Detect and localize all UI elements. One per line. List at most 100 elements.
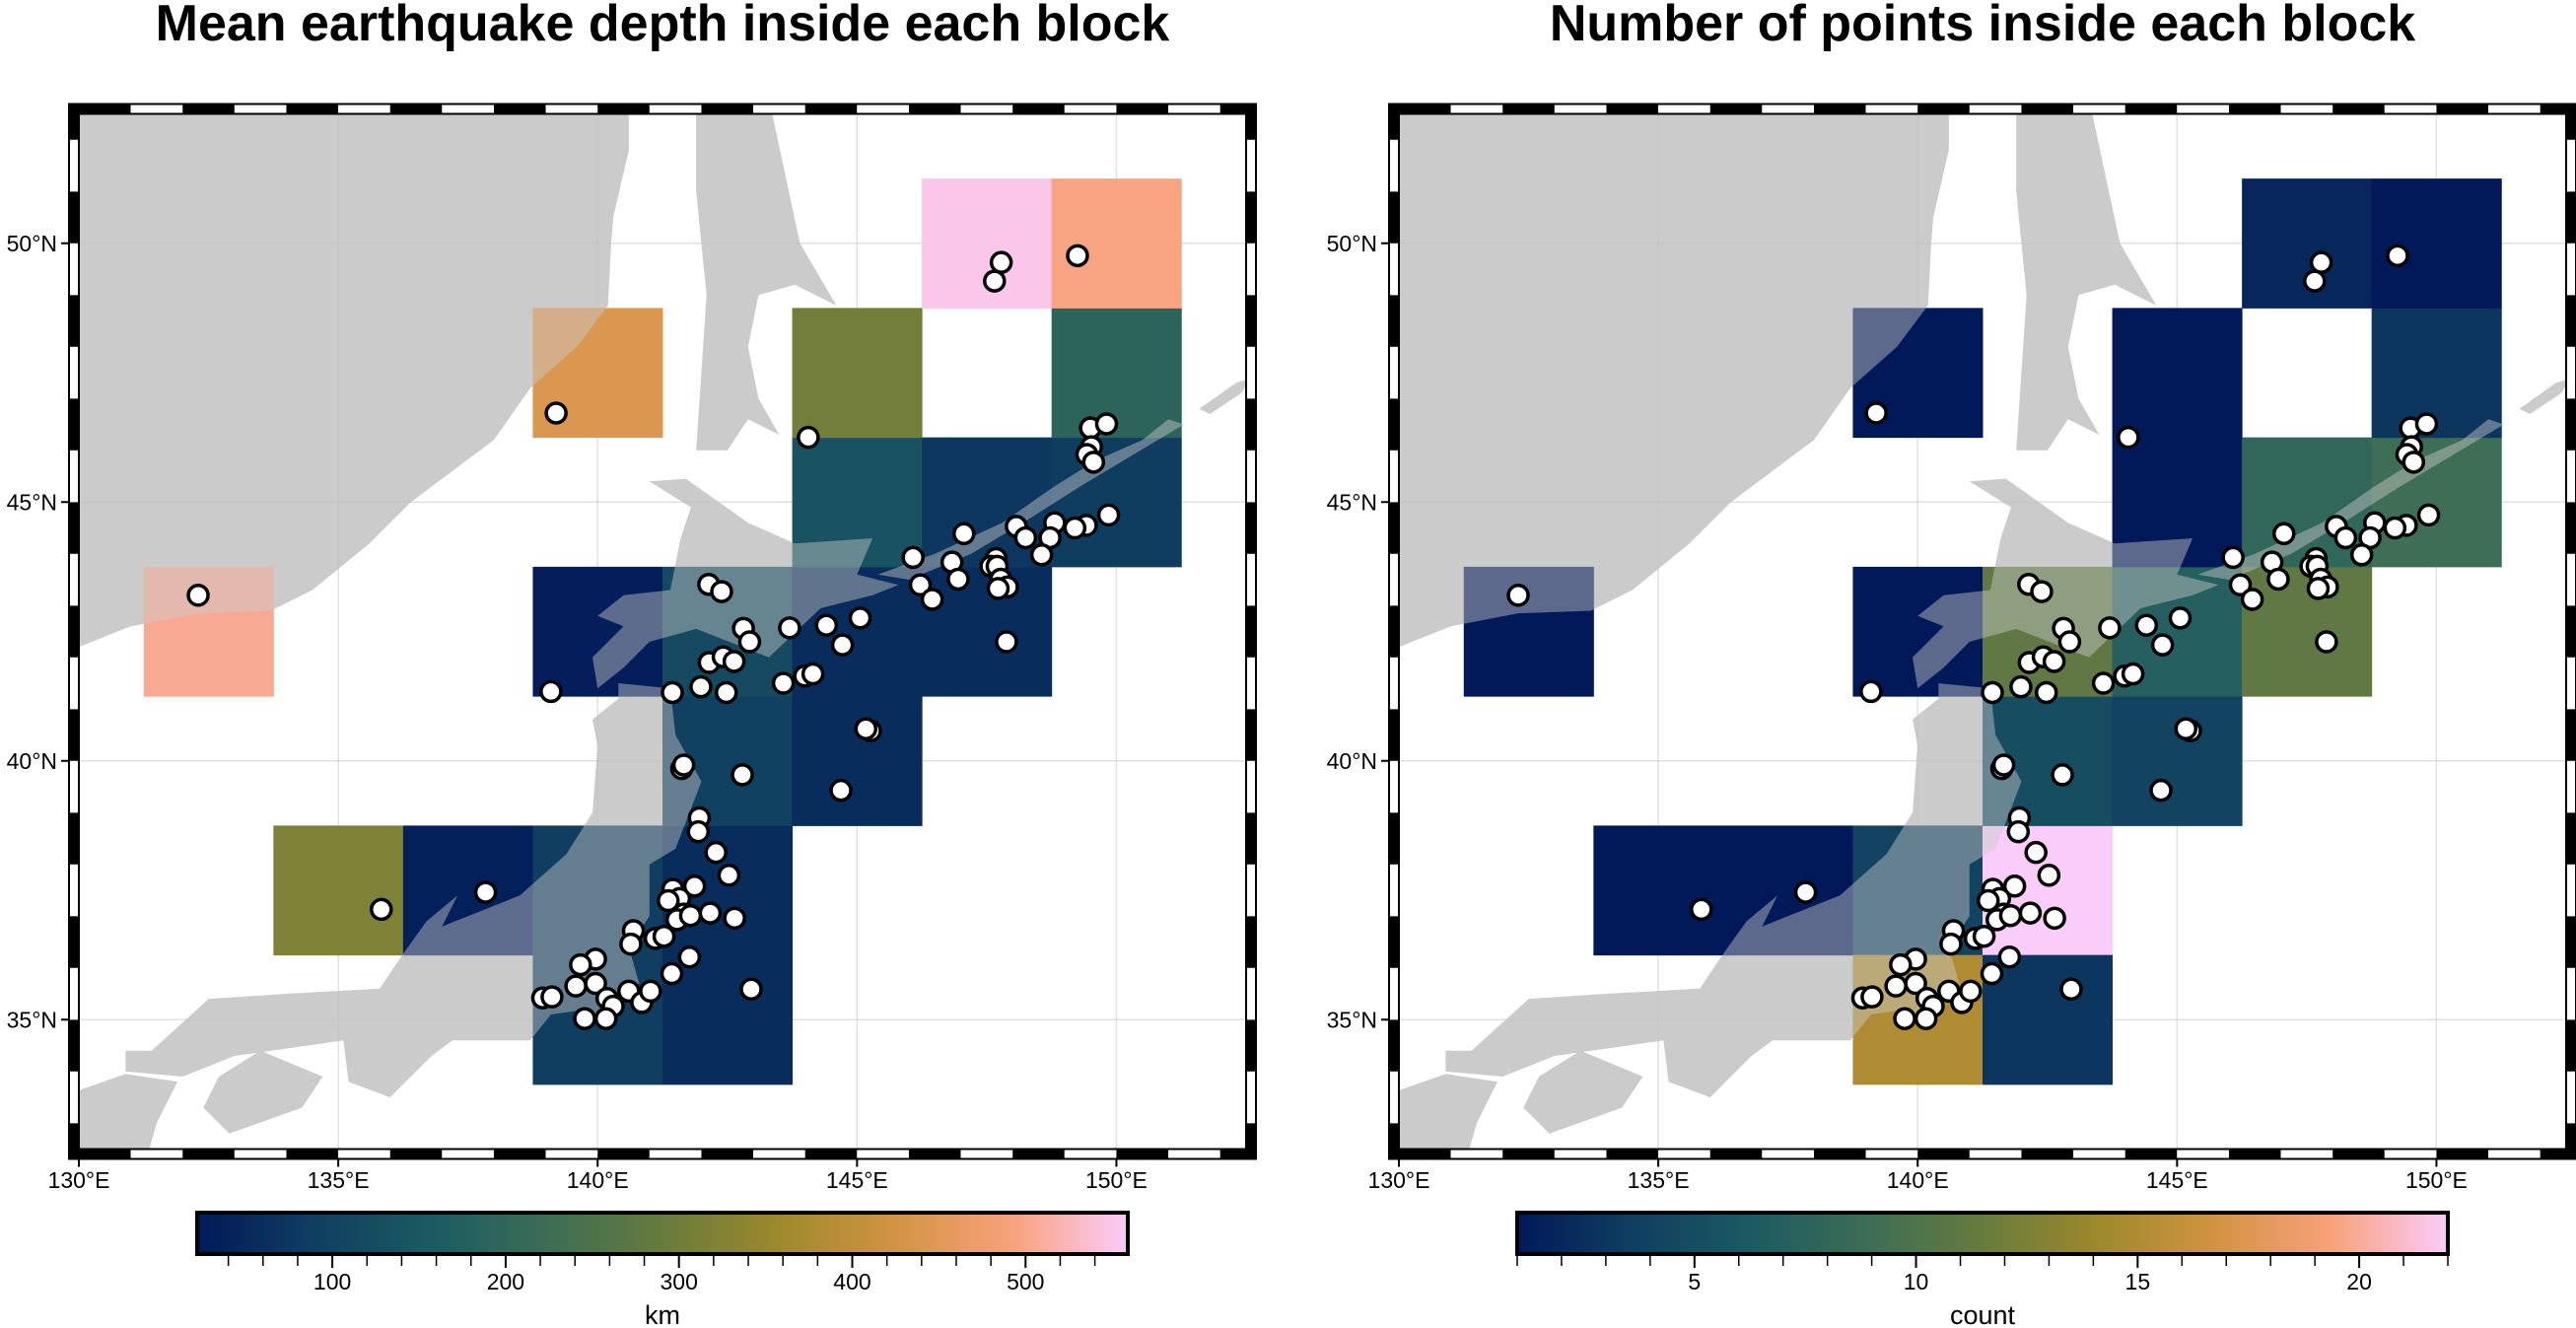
frame-segment-top	[649, 104, 702, 114]
frame-segment-bottom	[1865, 1149, 1918, 1159]
earthquake-point	[678, 903, 703, 928]
data-block	[792, 308, 923, 439]
frame-segment-right	[1246, 605, 1256, 658]
frame-segment-right	[1246, 1123, 1256, 1150]
earthquake-point	[593, 1007, 618, 1030]
earthquake-point	[1506, 584, 1530, 607]
frame-segment-right	[1246, 812, 1256, 865]
y-tick-label: 35°N	[1327, 1007, 1377, 1032]
frame-segment-top	[79, 104, 131, 114]
frame-segment-bottom	[1168, 1149, 1220, 1159]
land-mainland-overlay	[1399, 113, 1949, 648]
frame-segment-bottom	[2332, 1149, 2385, 1159]
earthquake-point	[1859, 679, 1883, 704]
earthquake-point	[569, 952, 592, 977]
frame-segment-left	[69, 553, 79, 606]
earthquake-point	[2333, 525, 2358, 550]
map-panel-mean-depth: 130°E 135°E 140°E 145°E 150°E 35°N 40°N 45°N 50°…	[7, 103, 1257, 1328]
y-tick-label: 40°N	[7, 748, 57, 774]
earthquake-point	[2228, 573, 2253, 596]
earthquake-point	[584, 971, 607, 996]
frame-segment-bottom	[1219, 1149, 1246, 1159]
earthquake-point	[652, 924, 676, 948]
frame-segment-right	[1246, 709, 1256, 761]
frame-segment-top	[2124, 104, 2178, 114]
earthquake-point	[2306, 577, 2331, 600]
earthquake-point	[778, 616, 801, 640]
frame-inner-line	[1398, 112, 2567, 1151]
x-tick-label: 135°E	[1628, 1167, 1690, 1193]
frame-segment-bottom	[1813, 1149, 1866, 1159]
earthquake-point	[848, 606, 872, 630]
land-north-kuril-island	[1199, 380, 1246, 414]
frame-segment-right	[2566, 191, 2576, 244]
land-sakhalin-overlay	[696, 113, 837, 451]
earthquake-point	[2149, 778, 2173, 803]
earthquake-point	[995, 630, 1018, 654]
earthquake-point	[1884, 974, 1908, 998]
data-block	[1051, 437, 1182, 568]
earthquake-point	[1063, 516, 1087, 540]
frame-segment-right	[2566, 502, 2576, 554]
data-block	[1051, 308, 1182, 439]
frame-segment-top	[545, 104, 598, 114]
earthquake-point	[2315, 630, 2338, 654]
frame-segment-left	[1389, 1019, 1399, 1072]
map-frame: 130°E 135°E 140°E 145°E 150°E 35°N 40°N 45°N 50°…	[1327, 103, 2576, 1193]
frame-segment-bottom	[1606, 1149, 1659, 1159]
earthquake-point	[2059, 977, 2083, 1002]
frame-segment-bottom	[1658, 1149, 1710, 1159]
y-tick-label: 35°N	[7, 1007, 57, 1032]
frame-segment-bottom	[701, 1149, 754, 1159]
frame-segment-top	[1709, 104, 1763, 114]
x-tick-label: 135°E	[308, 1167, 370, 1193]
frame-segment-left	[1389, 1123, 1399, 1150]
frame-corner	[1246, 104, 1256, 114]
data-block	[1852, 566, 1984, 697]
frame-segment-right	[2566, 605, 2576, 658]
frame-segment-bottom	[857, 1149, 909, 1159]
earthquake-point	[1997, 944, 2022, 969]
earthquake-point	[539, 679, 563, 704]
frame-segment-top	[1116, 104, 1169, 114]
earthquake-point	[473, 880, 498, 904]
frame-segment-left	[69, 398, 79, 451]
y-tick-label: 40°N	[1327, 748, 1377, 774]
frame-segment-right	[1246, 295, 1256, 347]
land-kyushu	[79, 1074, 177, 1150]
frame-segment-left	[1389, 113, 1399, 140]
frame-segment-right	[1246, 760, 1256, 813]
frame-segment-bottom	[1450, 1149, 1503, 1159]
frame-outer-line	[68, 103, 1257, 1160]
frame-segment-bottom	[338, 1149, 390, 1159]
frame-segment-bottom	[753, 1149, 805, 1159]
earthquake-point	[986, 577, 1010, 600]
frame-segment-bottom	[960, 1149, 1013, 1159]
earthquake-point	[2043, 906, 2066, 931]
earthquake-point	[540, 985, 564, 1009]
frame-segment-bottom	[2124, 1149, 2178, 1159]
frame-segment-bottom	[1502, 1149, 1555, 1159]
land-hokkaido-overlay	[1913, 478, 2219, 689]
frame-segment-right	[1246, 1071, 1256, 1124]
earthquake-point	[1690, 897, 1713, 922]
frame-segment-left	[1389, 295, 1399, 347]
earthquake-point	[2030, 580, 2054, 603]
earthquake-point	[771, 671, 796, 695]
data-block	[662, 954, 794, 1085]
frame-segment-top	[1917, 104, 1970, 114]
frame-segment-top	[1012, 104, 1065, 114]
y-tick-label: 50°N	[7, 231, 57, 256]
earthquake-point	[2018, 901, 2043, 925]
frame-segment-bottom	[389, 1149, 443, 1159]
frame-segment-top	[908, 104, 961, 114]
earthquake-point	[564, 974, 588, 998]
y-tick-label: 45°N	[1327, 489, 1377, 515]
data-block	[1983, 954, 2114, 1085]
earthquake-point	[2174, 717, 2198, 740]
frame-segment-right	[2566, 864, 2576, 917]
earthquake-point	[723, 906, 746, 931]
land-shikoku-overlay	[1523, 1050, 1643, 1134]
earthquake-point	[2349, 543, 2374, 567]
earthquake-point	[1991, 753, 2016, 777]
